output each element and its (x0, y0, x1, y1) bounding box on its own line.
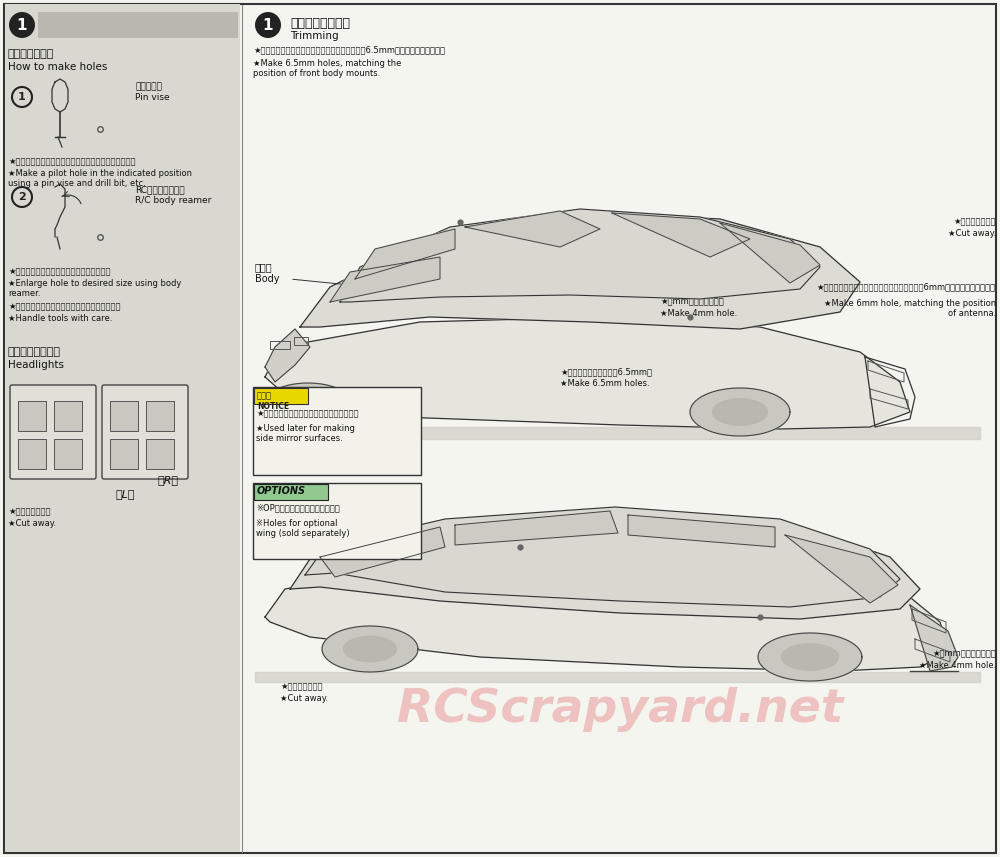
Text: Pin vise: Pin vise (135, 93, 170, 102)
Polygon shape (785, 535, 898, 603)
Polygon shape (455, 511, 618, 545)
FancyBboxPatch shape (102, 385, 188, 479)
Polygon shape (758, 633, 862, 681)
Text: RCScrapyard.net: RCScrapyard.net (397, 686, 843, 732)
Polygon shape (290, 515, 920, 619)
Text: 2: 2 (18, 192, 26, 202)
Text: 注意！: 注意！ (257, 391, 272, 400)
Text: 1: 1 (17, 17, 27, 33)
Polygon shape (283, 393, 333, 417)
Text: 1: 1 (18, 92, 26, 102)
Polygon shape (720, 223, 820, 283)
Bar (54, 439, 82, 469)
FancyBboxPatch shape (253, 483, 421, 559)
Text: 《R》: 《R》 (158, 475, 179, 485)
Text: ★Handle tools with care.: ★Handle tools with care. (8, 314, 112, 323)
Polygon shape (265, 317, 910, 429)
Polygon shape (465, 211, 600, 247)
Text: ★この部分はミラー面を作る時に使います。: ★この部分はミラー面を作る時に使います。 (256, 409, 358, 418)
Text: R/C body reamer: R/C body reamer (135, 196, 211, 205)
Polygon shape (263, 383, 353, 427)
Polygon shape (781, 644, 839, 670)
Text: RCボディリーマー: RCボディリーマー (135, 185, 185, 194)
Text: ★Make 6.5mm holes, matching the
position of front body mounts.: ★Make 6.5mm holes, matching the position… (253, 59, 401, 78)
Polygon shape (255, 427, 980, 439)
Text: ★Cut away.: ★Cut away. (948, 229, 996, 238)
Text: ★ボディマウント用穴（6.5mm）: ★ボディマウント用穴（6.5mm） (560, 367, 652, 376)
Bar (18, 401, 46, 431)
FancyBboxPatch shape (254, 484, 328, 500)
Text: Headlights: Headlights (8, 360, 64, 370)
Polygon shape (690, 388, 790, 436)
Polygon shape (628, 515, 775, 547)
Circle shape (255, 12, 281, 38)
Polygon shape (330, 257, 440, 302)
Text: 1: 1 (263, 17, 273, 33)
Text: ★切り取ります。: ★切り取ります。 (280, 682, 322, 691)
Bar (18, 439, 46, 469)
Polygon shape (322, 626, 418, 672)
Text: ★Make 6mm hole, matching the position
of antenna.: ★Make 6mm hole, matching the position of… (824, 299, 996, 319)
Circle shape (9, 12, 35, 38)
Text: ★指定の位置にピンバイスなどで小さな穴を開けます。: ★指定の位置にピンバイスなどで小さな穴を開けます。 (8, 157, 136, 166)
Bar (54, 401, 82, 431)
Text: ★Cut away.: ★Cut away. (280, 694, 328, 703)
Bar (110, 439, 138, 469)
Text: ★４mm穴を開けます。: ★４mm穴を開けます。 (660, 297, 724, 306)
Text: ★アンテナを立てる場合は位置に合わせて穴（6mm）を開けてください。: ★アンテナを立てる場合は位置に合わせて穴（6mm）を開けてください。 (817, 282, 996, 291)
Polygon shape (355, 229, 455, 279)
Bar (110, 401, 138, 431)
Text: ※Holes for optional
wing (sold separately): ※Holes for optional wing (sold separatel… (256, 519, 350, 538)
Text: Trimming: Trimming (290, 31, 339, 41)
Text: How to make holes: How to make holes (8, 62, 107, 72)
Polygon shape (300, 212, 860, 329)
Polygon shape (340, 209, 820, 302)
Polygon shape (910, 605, 958, 671)
FancyBboxPatch shape (10, 385, 96, 479)
Text: ボディの切り取り: ボディの切り取り (290, 17, 350, 30)
Text: Body: Body (255, 274, 280, 284)
Text: ★Make 6.5mm holes.: ★Make 6.5mm holes. (560, 379, 650, 388)
Polygon shape (344, 637, 396, 662)
Text: ★４mm穴を開けます。: ★４mm穴を開けます。 (932, 649, 996, 658)
FancyBboxPatch shape (253, 387, 421, 475)
Text: ★Used later for making
side mirror surfaces.: ★Used later for making side mirror surfa… (256, 424, 355, 443)
Text: ★切り取ります。: ★切り取ります。 (8, 507, 50, 516)
Text: ★工具の取り扱いには十分に注意してください。: ★工具の取り扱いには十分に注意してください。 (8, 302, 120, 311)
Polygon shape (265, 329, 310, 382)
FancyBboxPatch shape (4, 4, 996, 853)
Bar (38, 12, 238, 38)
Text: ★Make 4mm hole.: ★Make 4mm hole. (919, 661, 996, 670)
Text: ピンバイス: ピンバイス (135, 82, 162, 91)
Text: ★Cut away.: ★Cut away. (8, 519, 56, 528)
Text: OPTIONS: OPTIONS (257, 486, 306, 496)
FancyBboxPatch shape (254, 388, 308, 404)
Text: ★ボディマウントの位置に合わせ、取り付け穴（6.5mm）を開けてください。: ★ボディマウントの位置に合わせ、取り付け穴（6.5mm）を開けてください。 (253, 45, 445, 54)
Bar (146, 401, 174, 431)
Bar (146, 439, 174, 469)
Text: ★Make a pilot hole in the indicated position
using a pin vise and drill bit, etc: ★Make a pilot hole in the indicated posi… (8, 169, 192, 189)
Text: ★Make 4mm hole.: ★Make 4mm hole. (660, 309, 737, 318)
Text: 《ヘッドライト》: 《ヘッドライト》 (8, 347, 61, 357)
Polygon shape (320, 527, 445, 577)
Text: 《穴の開け方》: 《穴の開け方》 (8, 49, 54, 59)
Text: ★リーマーで指定の大きさに穴を広げます。: ★リーマーで指定の大きさに穴を広げます。 (8, 267, 110, 276)
Polygon shape (713, 399, 768, 425)
Polygon shape (305, 507, 900, 607)
Text: ★切り取ります。: ★切り取ります。 (954, 217, 996, 226)
Text: NOTICE: NOTICE (257, 402, 289, 411)
Text: ボディ: ボディ (255, 262, 273, 272)
Bar (5, 4, 240, 852)
Polygon shape (612, 213, 750, 257)
Text: ★Enlarge hole to desired size using body
reamer.: ★Enlarge hole to desired size using body… (8, 279, 181, 298)
Text: 《L》: 《L》 (115, 489, 134, 499)
Text: ※OPウイング（別売）取り付け穴: ※OPウイング（別売）取り付け穴 (256, 503, 340, 512)
Polygon shape (255, 672, 980, 682)
Polygon shape (265, 552, 950, 671)
